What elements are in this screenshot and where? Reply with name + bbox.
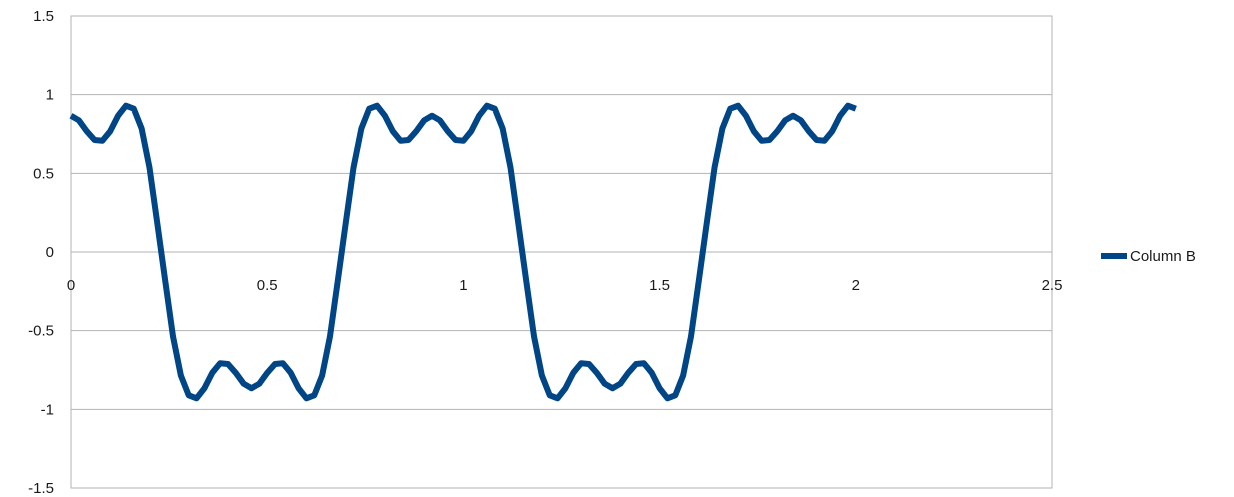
x-tick-label: 1 — [459, 277, 467, 294]
series-line — [69, 102, 857, 402]
y-tick-label: 1 — [46, 87, 54, 104]
plot-area-border — [70, 15, 1053, 489]
grid-lines — [71, 15, 1052, 489]
legend-label: Column B — [1130, 248, 1196, 265]
x-tick-label: 2 — [852, 277, 860, 294]
x-tick-label: 2.5 — [1042, 277, 1063, 294]
y-tick-label: -1.5 — [28, 480, 54, 497]
y-tick-label: 0 — [46, 244, 54, 261]
y-tick-label: 1.5 — [33, 8, 54, 25]
y-tick-label: -0.5 — [28, 323, 54, 340]
y-tick-label: -1 — [41, 401, 54, 418]
x-axis-ticks: 0 0.5 1 1.5 2 2.5 — [67, 277, 1063, 294]
x-tick-label: 0 — [67, 277, 75, 294]
y-tick-label: 0.5 — [33, 165, 54, 182]
series-layer — [69, 102, 857, 402]
legend: Column B — [1101, 248, 1196, 265]
x-tick-label: 1.5 — [649, 277, 670, 294]
y-axis-ticks: 1.5 1 0.5 0 -0.5 -1 -1.5 — [28, 8, 54, 497]
x-tick-label: 0.5 — [257, 277, 278, 294]
